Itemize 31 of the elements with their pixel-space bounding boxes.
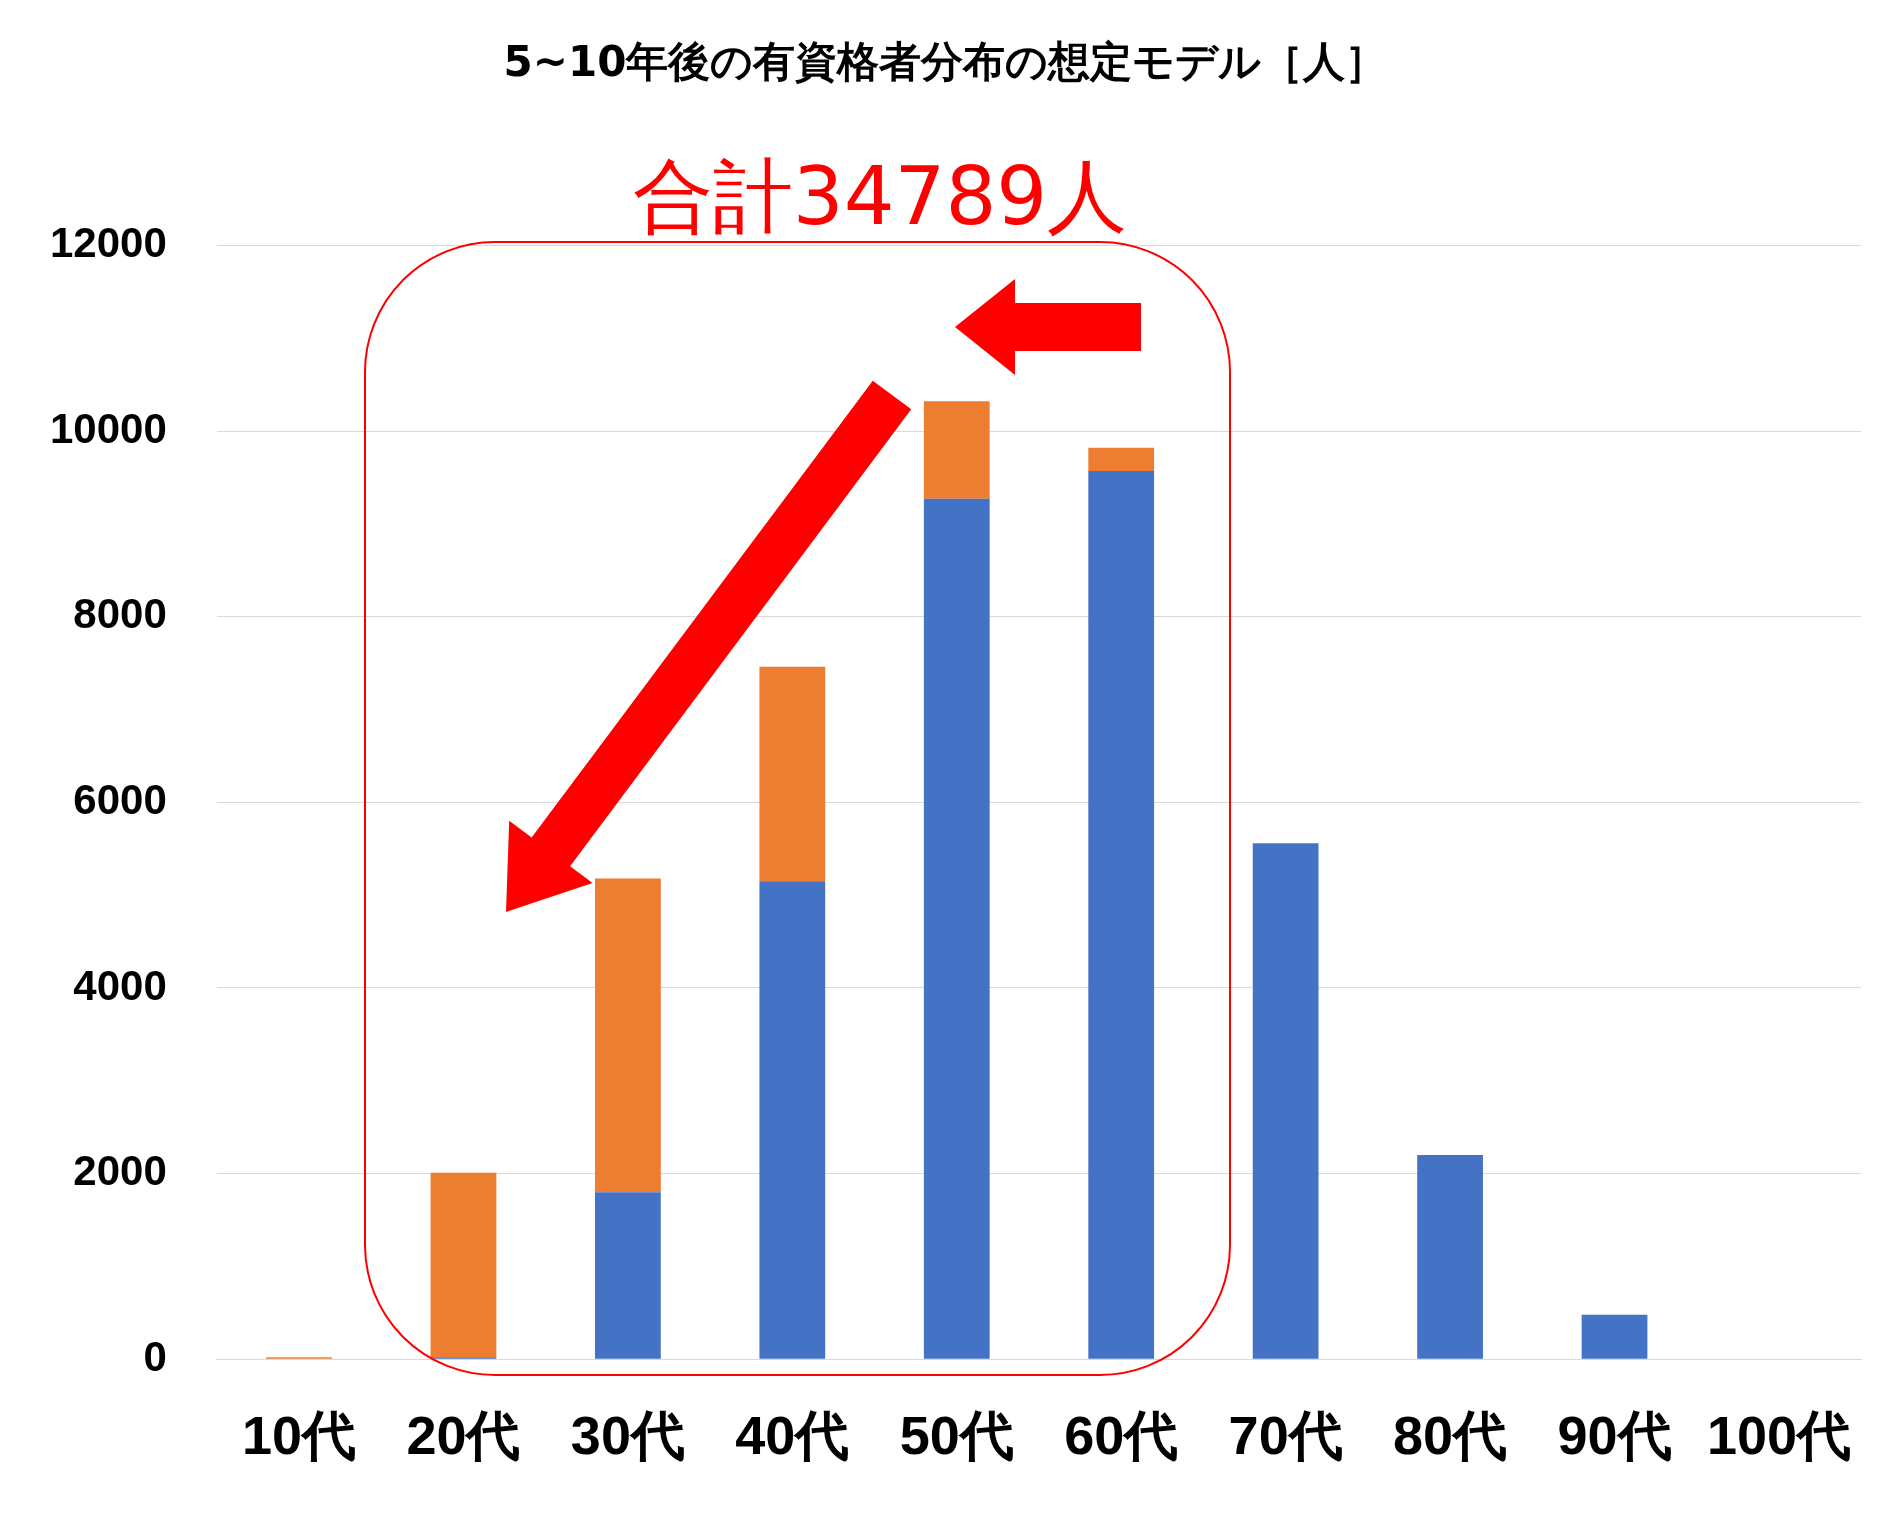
x-tick-label: 100代 xyxy=(1706,1405,1852,1466)
x-tick-label: 10代 xyxy=(241,1405,357,1466)
x-tick-label: 40代 xyxy=(735,1405,850,1466)
bar xyxy=(759,881,826,1359)
x-tick-label: 20代 xyxy=(406,1405,521,1466)
bar xyxy=(1088,470,1155,1359)
bar xyxy=(1088,447,1155,471)
y-tick-label: 6000 xyxy=(73,775,167,823)
y-tick-label: 2000 xyxy=(73,1147,167,1195)
x-tick-label: 30代 xyxy=(570,1405,685,1466)
bar xyxy=(595,1192,661,1359)
bar xyxy=(923,498,990,1359)
bar xyxy=(595,878,661,1193)
bar xyxy=(1581,1314,1648,1359)
bar xyxy=(430,1172,497,1358)
y-tick-label: 4000 xyxy=(73,961,167,1009)
bar xyxy=(1417,1155,1483,1359)
x-tick-label: 90代 xyxy=(1557,1405,1672,1466)
y-tick-label: 10000 xyxy=(50,404,167,452)
bar xyxy=(923,401,990,499)
x-tick-label: 50代 xyxy=(899,1405,1014,1466)
x-tick-label: 60代 xyxy=(1064,1405,1179,1466)
bar xyxy=(1252,843,1319,1359)
y-tick-label: 0 xyxy=(143,1332,167,1380)
x-tick-label: 70代 xyxy=(1228,1405,1343,1466)
text: 合計34789人 xyxy=(632,150,1128,244)
x-tick-label: 80代 xyxy=(1393,1405,1508,1466)
y-tick-label: 12000 xyxy=(50,218,167,266)
bar xyxy=(759,666,826,882)
chart-title: 5~10年後の有資格者分布の想定モデル［人］ xyxy=(503,37,1388,87)
y-tick-label: 8000 xyxy=(73,590,167,638)
